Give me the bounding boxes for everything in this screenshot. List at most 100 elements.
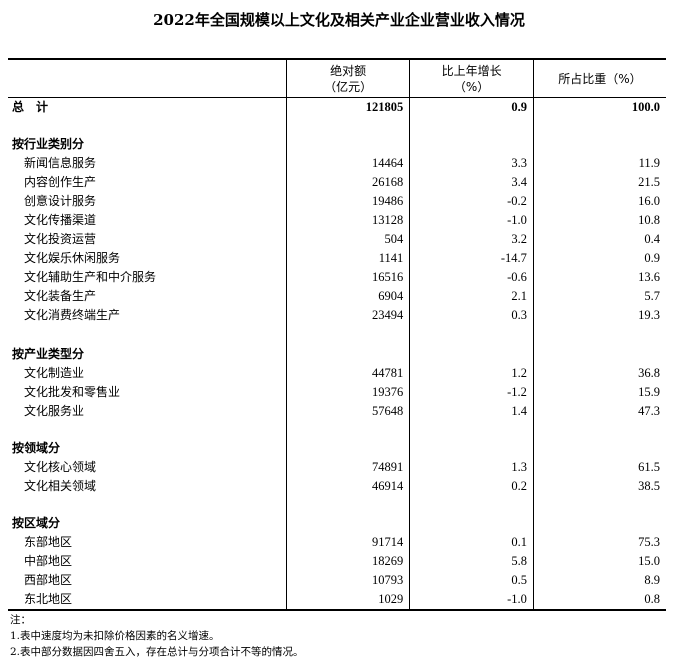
table-row: 文化娱乐休闲服务 1141 -14.7 0.9 xyxy=(8,249,666,268)
empty-cell xyxy=(532,345,666,364)
note-2: 2.表中部分数据因四舍五入，存在总计与分项合计不等的情况。 xyxy=(10,646,304,658)
revenue-table: 绝对额 （亿元） 比上年增长 （%） 所占比重（%） 总 计 121805 0.9 … xyxy=(8,58,666,611)
notes-heading: 注： xyxy=(10,614,31,626)
row-label: 创意设计服务 xyxy=(24,194,97,208)
row-label: 文化制造业 xyxy=(24,366,85,380)
table-row: 创意设计服务 19486 -0.2 16.0 xyxy=(8,192,666,211)
row-amount: 1141 xyxy=(285,249,410,268)
table-row: 东部地区 91714 0.1 75.3 xyxy=(8,533,666,552)
row-share: 0.8 xyxy=(532,590,666,611)
row-amount: 74891 xyxy=(285,458,410,477)
spacer-cell xyxy=(532,421,666,439)
notes: 注： 1.表中速度均为未扣除价格因素的名义增速。 2.表中部分数据因四舍五入，存… xyxy=(10,612,304,660)
table-row: 西部地区 10793 0.5 8.9 xyxy=(8,571,666,590)
row-growth: 1.4 xyxy=(409,402,534,421)
header-growth: 比上年增长 （%） xyxy=(409,59,534,98)
row-growth: 1.2 xyxy=(409,364,534,383)
header-amount-line2: （亿元） xyxy=(324,79,373,94)
row-growth: 3.4 xyxy=(409,173,534,192)
page-title: 2022年全国规模以上文化及相关产业企业营业收入情况 xyxy=(153,11,525,29)
spacer-row xyxy=(8,496,666,514)
section-label: 按领域分 xyxy=(12,441,61,455)
empty-cell xyxy=(285,514,410,533)
row-growth: -0.6 xyxy=(409,268,534,287)
row-amount: 13128 xyxy=(285,211,410,230)
row-growth: 0.3 xyxy=(409,306,534,325)
spacer-cell xyxy=(8,117,286,135)
row-share: 15.9 xyxy=(532,383,666,402)
spacer-cell xyxy=(409,421,534,439)
row-growth: -0.2 xyxy=(409,192,534,211)
header-amount: 绝对额 （亿元） xyxy=(285,59,410,98)
row-label: 文化相关领域 xyxy=(24,479,97,493)
spacer-cell xyxy=(8,325,286,345)
row-label: 东北地区 xyxy=(8,590,287,611)
spacer-cell xyxy=(532,325,666,345)
row-share: 0.4 xyxy=(532,230,666,249)
spacer-cell xyxy=(409,117,534,135)
note-1: 1.表中速度均为未扣除价格因素的名义增速。 xyxy=(10,630,220,642)
spacer-cell xyxy=(285,117,410,135)
row-amount: 26168 xyxy=(285,173,410,192)
row-growth: -14.7 xyxy=(409,249,534,268)
section-header-row: 按行业类别分 xyxy=(8,135,666,154)
spacer-cell xyxy=(8,496,286,514)
empty-cell xyxy=(409,345,534,364)
table-row: 文化制造业 44781 1.2 36.8 xyxy=(8,364,666,383)
empty-cell xyxy=(285,439,410,458)
row-share: 16.0 xyxy=(532,192,666,211)
section-label: 按产业类型分 xyxy=(12,347,85,361)
row-growth: 0.1 xyxy=(409,533,534,552)
row-share: 36.8 xyxy=(532,364,666,383)
row-label: 文化装备生产 xyxy=(24,289,97,303)
row-label: 文化服务业 xyxy=(24,404,85,418)
row-amount: 18269 xyxy=(285,552,410,571)
row-label: 文化消费终端生产 xyxy=(24,308,121,322)
total-growth: 0.9 xyxy=(409,97,534,117)
row-label: 文化辅助生产和中介服务 xyxy=(24,270,157,284)
row-label: 东部地区 xyxy=(24,535,73,549)
row-amount: 91714 xyxy=(285,533,410,552)
row-label: 文化传播渠道 xyxy=(24,213,97,227)
empty-cell xyxy=(532,135,666,154)
row-share: 11.9 xyxy=(532,154,666,173)
total-label: 总 计 xyxy=(12,100,49,114)
row-growth: 0.2 xyxy=(409,477,534,496)
table-row: 新闻信息服务 14464 3.3 11.9 xyxy=(8,154,666,173)
row-growth: 2.1 xyxy=(409,287,534,306)
row-amount: 19376 xyxy=(285,383,410,402)
header-amount-line1: 绝对额 xyxy=(330,63,367,78)
section-header-row: 按领域分 xyxy=(8,439,666,458)
empty-cell xyxy=(285,135,410,154)
header-growth-line1: 比上年增长 xyxy=(441,63,502,78)
empty-cell xyxy=(409,135,534,154)
row-label: 文化投资运营 xyxy=(24,232,97,246)
section-header-row: 按区域分 xyxy=(8,514,666,533)
row-growth: 3.3 xyxy=(409,154,534,173)
row-share: 5.7 xyxy=(532,287,666,306)
section-label: 按区域分 xyxy=(12,516,61,530)
section-label: 按行业类别分 xyxy=(12,137,85,151)
spacer-cell xyxy=(409,325,534,345)
table-row: 文化相关领域 46914 0.2 38.5 xyxy=(8,477,666,496)
total-amount: 121805 xyxy=(285,97,410,117)
total-row: 总 计 121805 0.9 100.0 xyxy=(8,97,666,117)
row-growth: -1.2 xyxy=(409,383,534,402)
row-amount: 19486 xyxy=(285,192,410,211)
table-row: 文化辅助生产和中介服务 16516 -0.6 13.6 xyxy=(8,268,666,287)
header-growth-line2: （%） xyxy=(453,79,490,94)
table-header-row: 绝对额 （亿元） 比上年增长 （%） 所占比重（%） xyxy=(8,59,666,98)
row-label: 新闻信息服务 xyxy=(24,156,97,170)
row-share: 21.5 xyxy=(532,173,666,192)
row-amount: 23494 xyxy=(285,306,410,325)
spacer-cell xyxy=(409,496,534,514)
spacer-row xyxy=(8,325,666,345)
row-amount: 57648 xyxy=(285,402,410,421)
row-amount: 6904 xyxy=(285,287,410,306)
row-growth: -1.0 xyxy=(409,211,534,230)
row-amount: 1029 xyxy=(285,590,410,611)
row-label: 文化娱乐休闲服务 xyxy=(24,251,121,265)
row-growth: 5.8 xyxy=(409,552,534,571)
empty-cell xyxy=(285,345,410,364)
empty-cell xyxy=(409,514,534,533)
